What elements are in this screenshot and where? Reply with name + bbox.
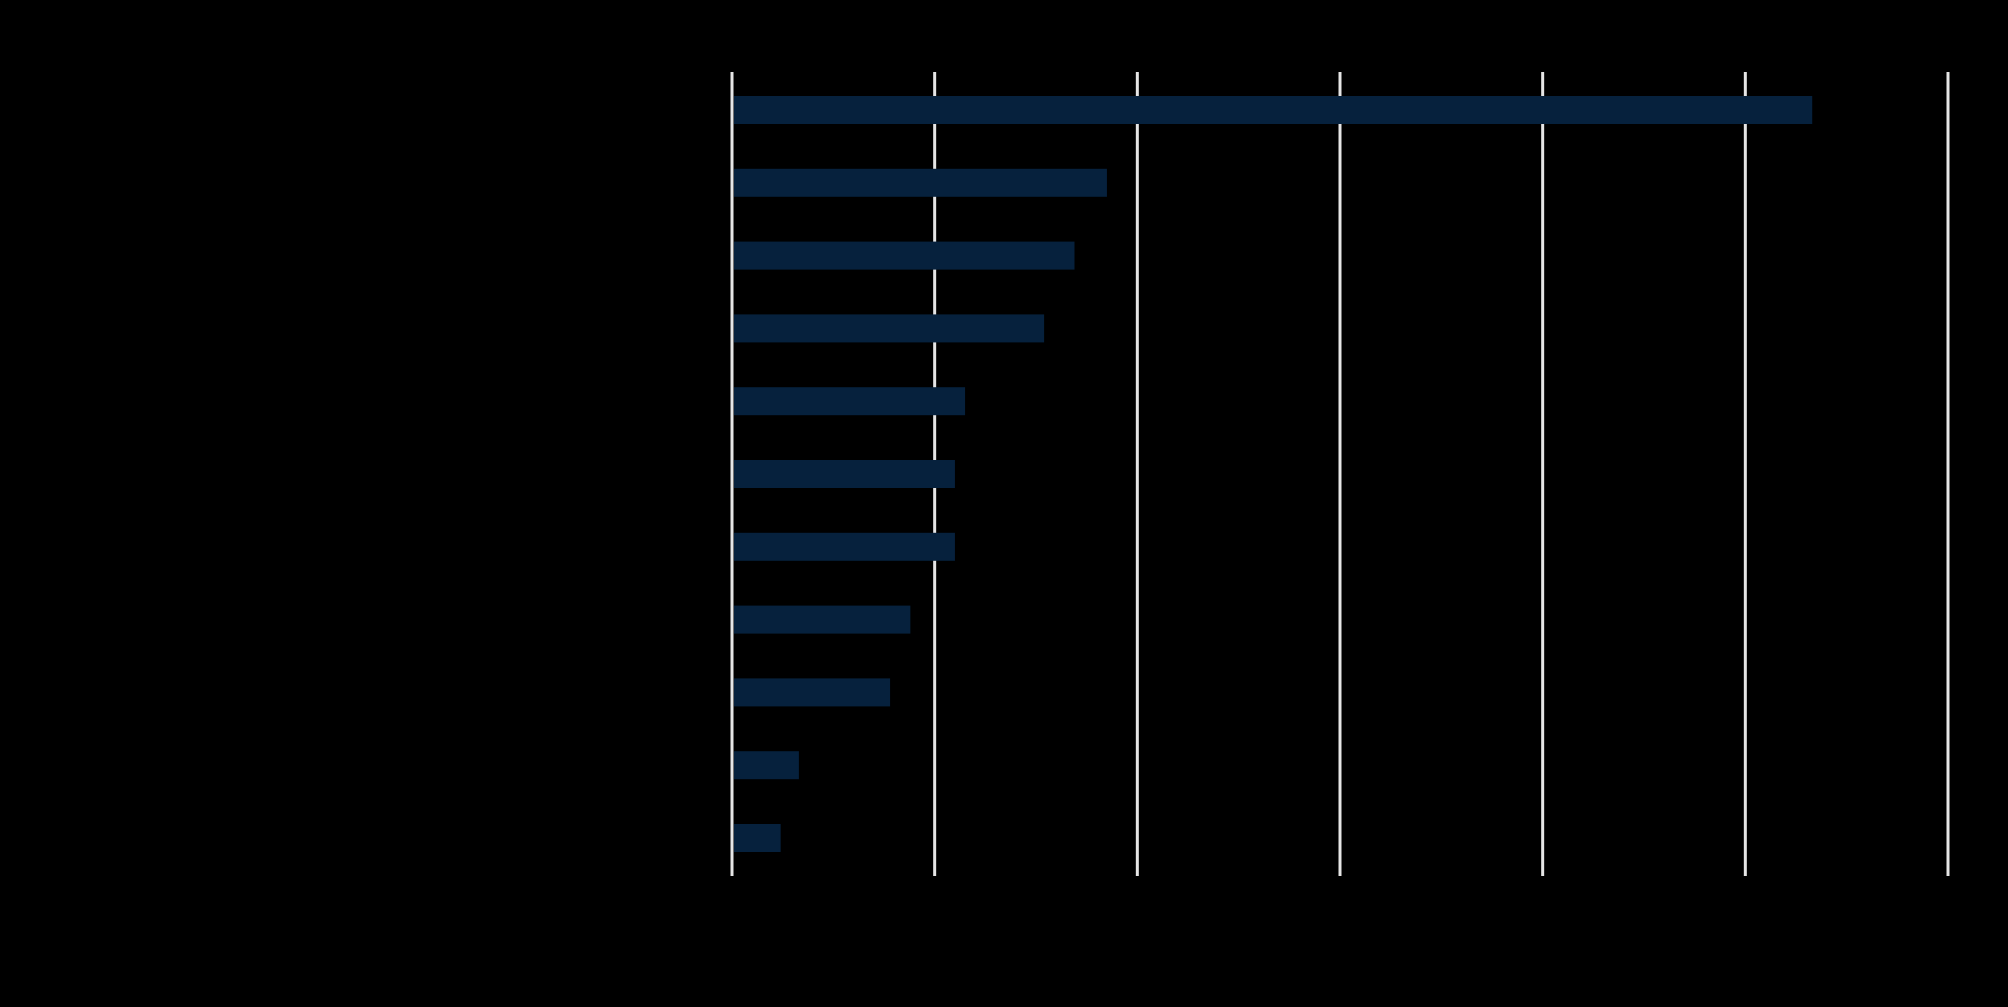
bar (734, 241, 1075, 270)
bar (734, 605, 911, 634)
bar (734, 314, 1045, 343)
bar (734, 168, 1107, 197)
bar (734, 824, 781, 852)
bar (734, 387, 966, 416)
bar (734, 532, 955, 561)
bar (734, 460, 955, 488)
bar (734, 96, 1813, 124)
gridlines (730, 72, 1950, 876)
bar (734, 751, 799, 780)
bars (734, 96, 1813, 852)
bar (734, 678, 891, 707)
